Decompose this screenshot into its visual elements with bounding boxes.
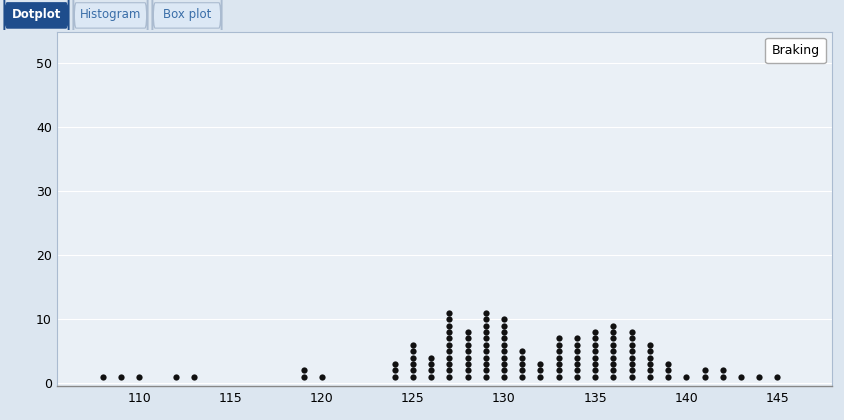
Text: Dotplot: Dotplot bbox=[12, 8, 61, 21]
FancyBboxPatch shape bbox=[73, 0, 148, 93]
Legend: Braking: Braking bbox=[766, 38, 826, 63]
Text: Histogram: Histogram bbox=[80, 8, 141, 21]
Text: Box plot: Box plot bbox=[163, 8, 211, 21]
FancyBboxPatch shape bbox=[152, 0, 222, 93]
FancyBboxPatch shape bbox=[4, 0, 69, 93]
